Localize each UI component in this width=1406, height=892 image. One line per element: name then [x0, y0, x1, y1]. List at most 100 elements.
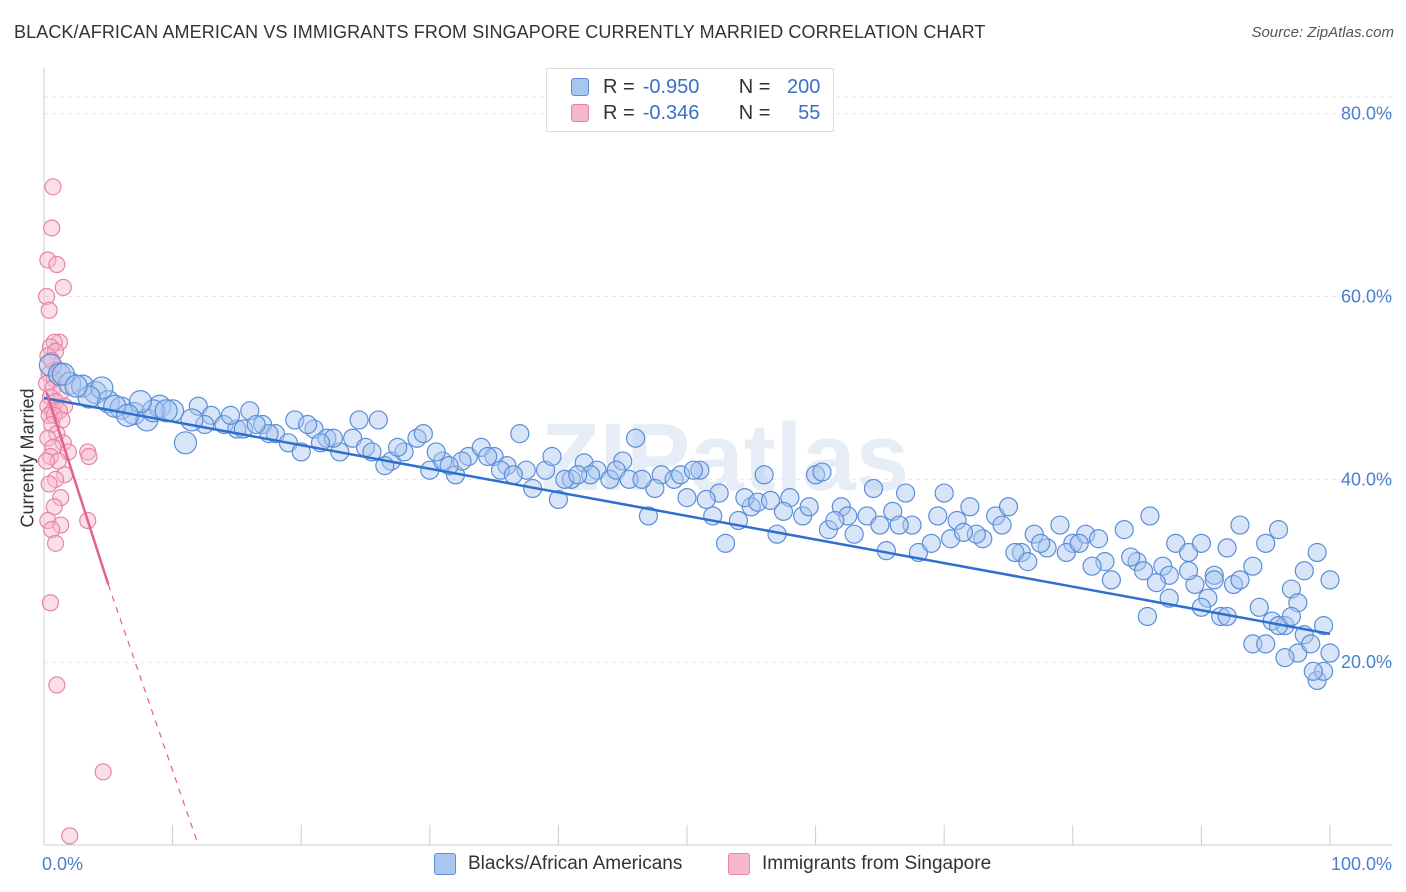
- blue-point: [1281, 606, 1302, 627]
- blue-point: [51, 362, 75, 386]
- pink-point: [37, 287, 56, 306]
- blue-point: [154, 399, 178, 423]
- blue-point: [715, 533, 736, 553]
- pink-point: [94, 763, 112, 781]
- pink-point: [49, 361, 67, 379]
- blue-trend-line: [43, 396, 1331, 636]
- legend-item-blacks[interactable]: Blacks/African Americans: [434, 848, 682, 880]
- y-tick-label: 20.0%: [1341, 652, 1392, 672]
- blue-point: [1178, 561, 1199, 581]
- pink-point: [61, 827, 79, 845]
- blue-point: [1137, 606, 1157, 627]
- blue-point: [773, 501, 794, 521]
- blue-point: [1256, 533, 1276, 553]
- pink-point: [46, 534, 65, 552]
- pink-trend-extension: [107, 584, 199, 846]
- blue-point: [1294, 561, 1314, 581]
- trend-lines: [43, 392, 1331, 846]
- blue-point: [246, 414, 266, 435]
- blue-point: [1307, 542, 1327, 563]
- blue-point: [1313, 616, 1334, 636]
- x-tick-label: 0.0%: [42, 854, 83, 874]
- blue-point: [1275, 648, 1295, 668]
- blue-point: [1230, 570, 1250, 590]
- blue-point: [683, 460, 704, 480]
- chart-title: BLACK/AFRICAN AMERICAN VS IMMIGRANTS FRO…: [14, 22, 986, 42]
- blue-point: [992, 515, 1012, 535]
- n-value: 55: [798, 101, 821, 124]
- pink-swatch: [728, 853, 750, 875]
- blue-swatch: [571, 78, 589, 96]
- pink-point: [37, 452, 56, 470]
- pink-point: [43, 219, 61, 237]
- pink-point: [43, 521, 61, 539]
- blue-point: [1095, 552, 1115, 572]
- pink-point: [50, 333, 69, 351]
- blue-point: [220, 405, 241, 425]
- y-tick-label: 80.0%: [1341, 104, 1392, 124]
- r-value: -0.950: [642, 75, 700, 98]
- pink-swatch: [571, 104, 589, 122]
- source-label: Source: ZipAtlas.com: [1251, 24, 1394, 41]
- legend-item-singapore[interactable]: Immigrants from Singapore: [728, 848, 991, 880]
- y-tick-label: 40.0%: [1341, 469, 1392, 489]
- pink-point: [45, 498, 63, 516]
- blue-point: [291, 442, 311, 462]
- blue-point: [921, 533, 941, 553]
- legend-label: Blacks/African Americans: [468, 853, 683, 874]
- blue-point: [1191, 533, 1212, 553]
- blue-point: [96, 390, 120, 414]
- pink-point: [39, 429, 57, 447]
- blue-points: [38, 353, 1340, 691]
- blue-point: [368, 410, 388, 430]
- blue-point: [812, 462, 832, 482]
- blue-point: [1217, 538, 1237, 558]
- blue-point: [1249, 597, 1269, 617]
- x-tick-label: 100.0%: [1331, 854, 1392, 874]
- n-label: N =: [738, 75, 771, 98]
- blue-point: [870, 515, 890, 535]
- pink-point: [40, 301, 58, 319]
- r-value: -0.346: [642, 101, 700, 124]
- blue-point: [452, 451, 472, 471]
- series-legend: Blacks/African Americans Immigrants from…: [0, 848, 1406, 880]
- blue-point: [690, 460, 710, 480]
- stats-legend: R = -0.950 N = 200 R = -0.346 N = 55: [546, 68, 834, 132]
- blue-point: [542, 446, 562, 467]
- blue-point: [760, 490, 781, 510]
- blue-point: [1303, 661, 1323, 681]
- blue-point: [896, 483, 916, 503]
- stats-legend-row-blue: R = -0.950 N = 200: [571, 74, 820, 100]
- blue-point: [844, 524, 864, 544]
- blue-point: [516, 460, 536, 480]
- blue-point: [1313, 661, 1334, 681]
- pink-trend-line: [45, 392, 110, 585]
- r-label: R =: [603, 101, 635, 124]
- blue-point: [889, 515, 909, 535]
- blue-point: [38, 353, 63, 377]
- blue-point: [735, 488, 755, 508]
- blue-point: [1082, 556, 1102, 576]
- blue-point: [426, 442, 446, 462]
- blue-point: [696, 489, 716, 510]
- blue-point: [1133, 561, 1154, 581]
- blue-point: [298, 414, 318, 435]
- blue-point: [1320, 643, 1340, 663]
- blue-point: [1268, 520, 1289, 540]
- blue-point: [754, 465, 774, 485]
- blue-point: [625, 428, 646, 448]
- pink-point: [39, 251, 57, 269]
- pink-point: [52, 489, 70, 507]
- blue-point: [285, 410, 305, 430]
- blue-point: [863, 478, 884, 499]
- blue-point: [1301, 634, 1321, 654]
- blue-point: [1018, 552, 1038, 572]
- blue-point: [413, 424, 433, 444]
- pink-point: [54, 278, 72, 296]
- blue-point: [1101, 570, 1121, 590]
- blue-point: [934, 483, 954, 503]
- axes: [43, 68, 1392, 846]
- stats-legend-row-pink: R = -0.346 N = 55: [571, 100, 820, 126]
- pink-point: [39, 511, 57, 530]
